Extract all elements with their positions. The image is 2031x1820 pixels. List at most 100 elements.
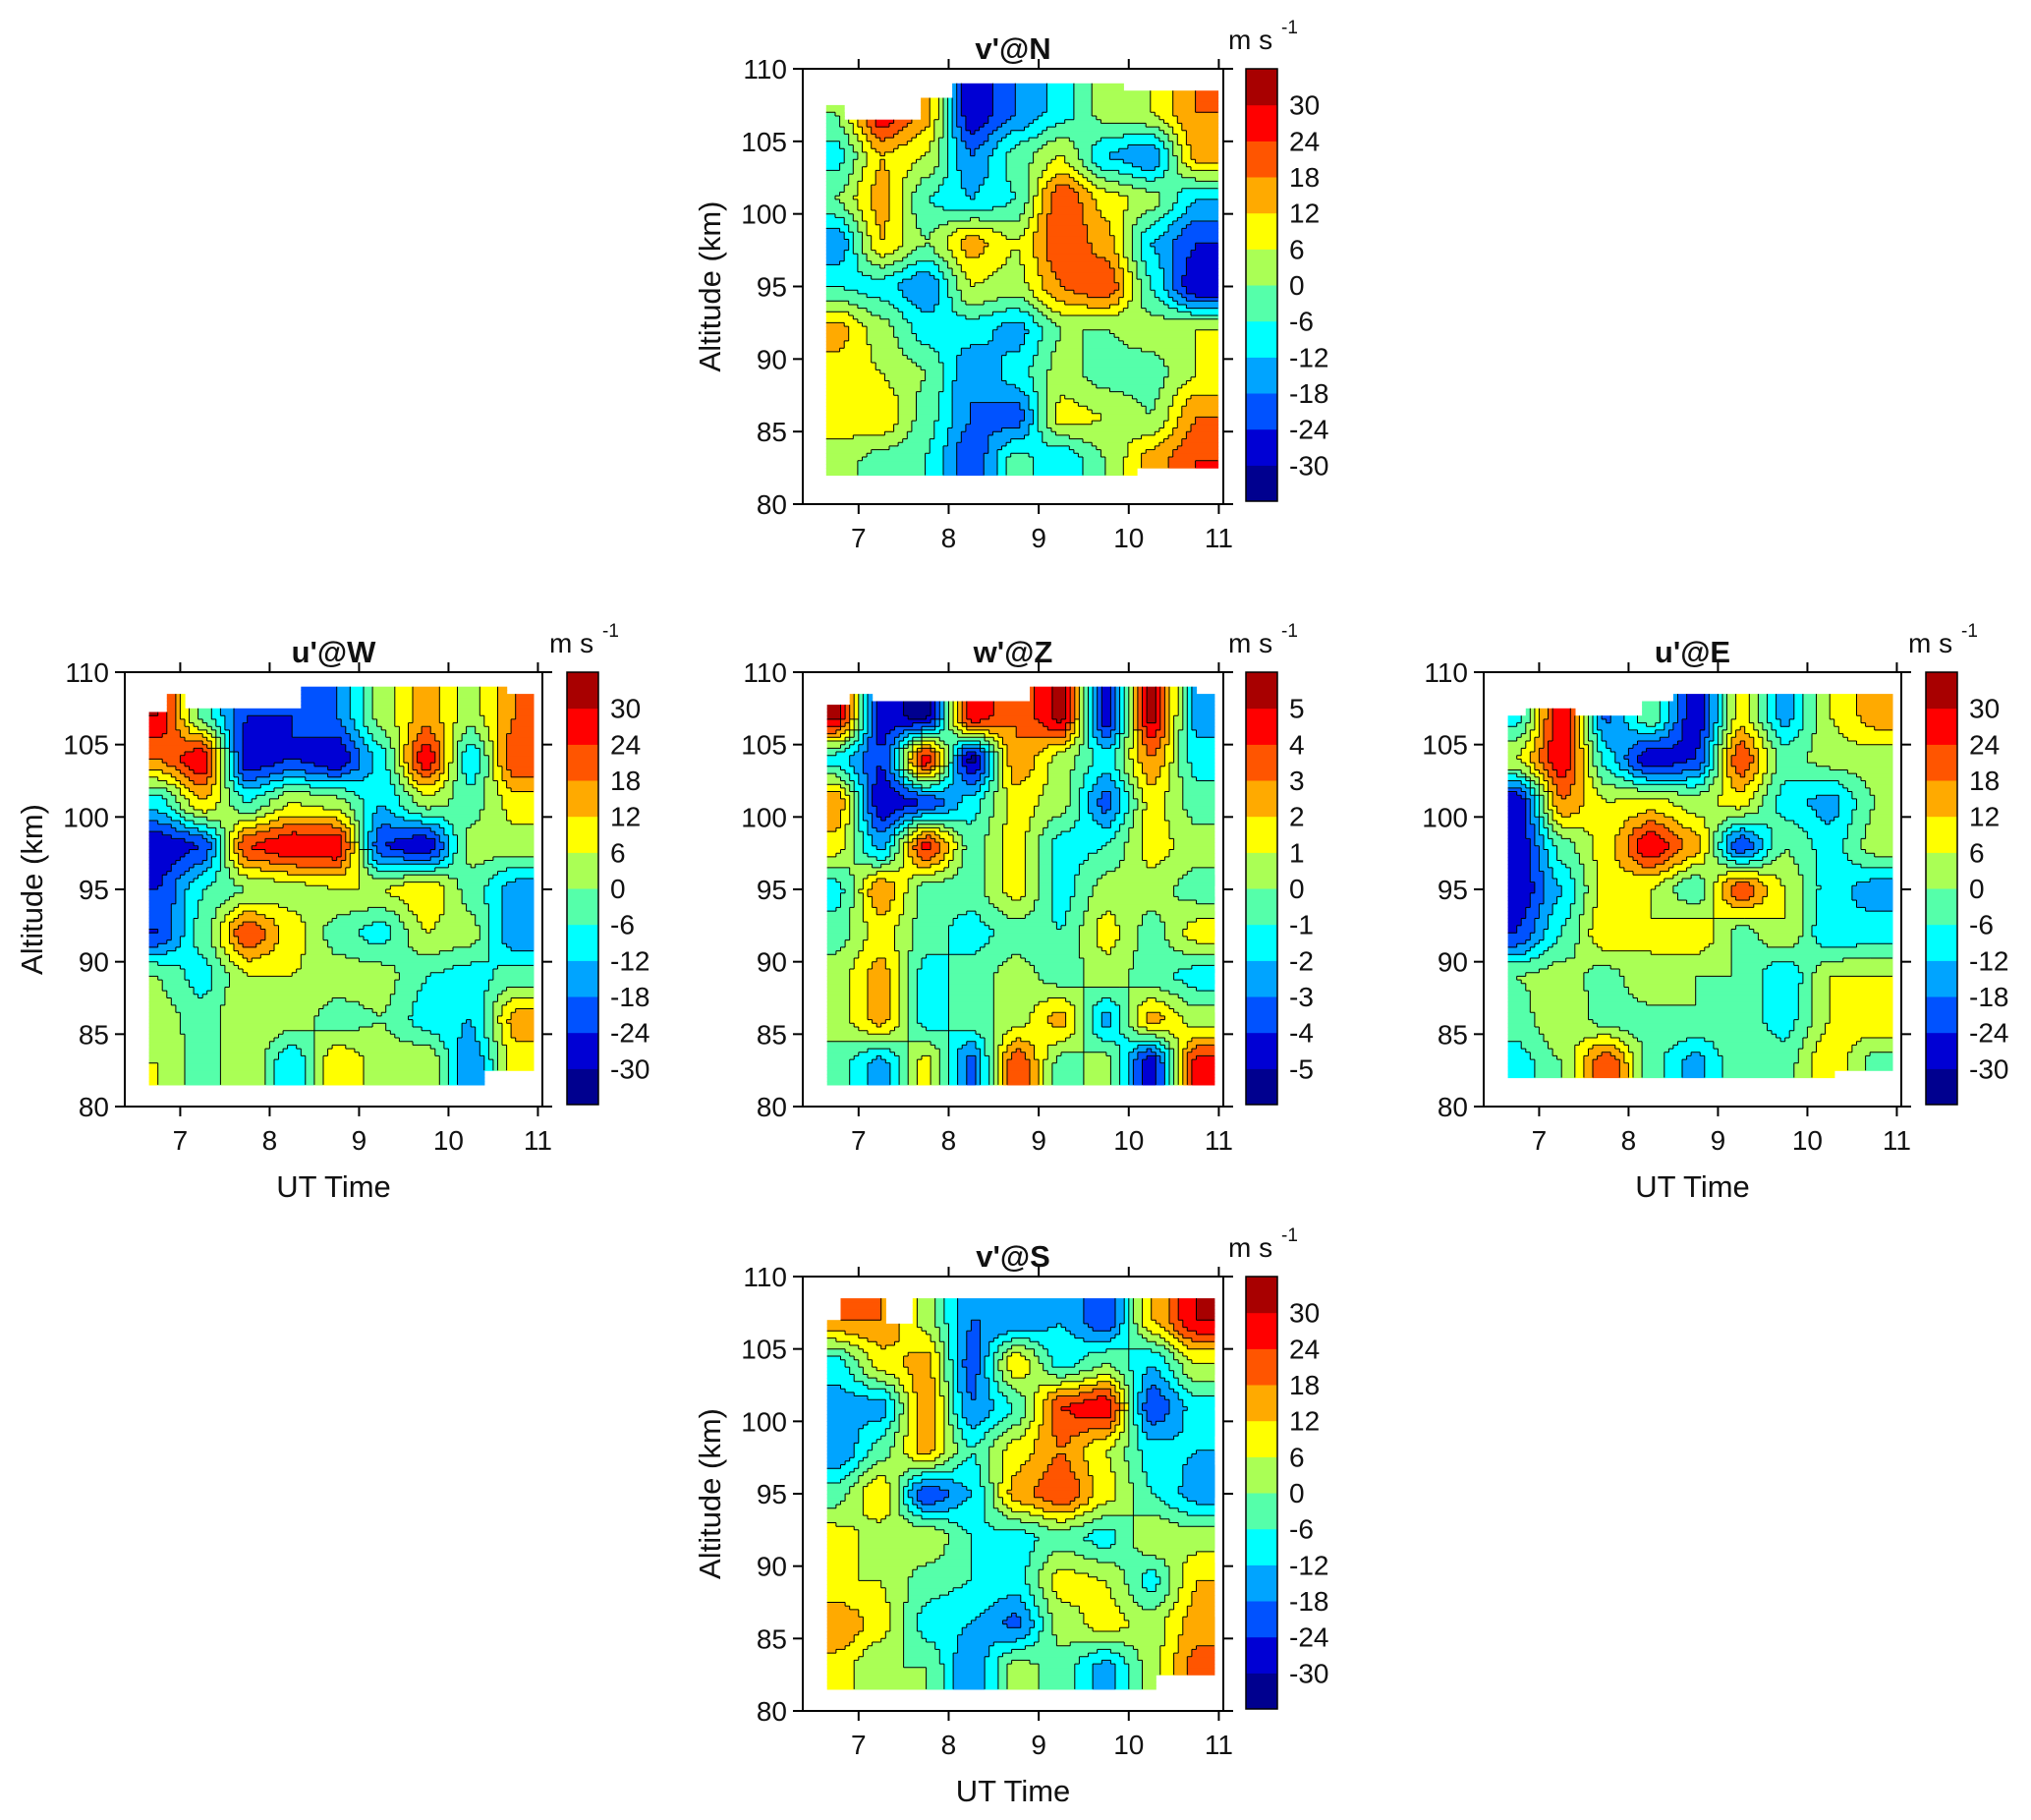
contour-cell [443,827,454,832]
contour-cell [985,867,1003,873]
contour-cell [497,997,512,1002]
contour-cell [336,708,351,713]
contour-cell [1083,1034,1099,1039]
contour-cell [872,903,891,908]
contour-cell [857,254,868,258]
contour-cell [175,896,186,901]
contour-cell [894,925,914,931]
contour-cell [364,686,373,691]
contour-cell [992,93,1016,99]
contour-cell [215,907,235,912]
contour-cell [1074,1004,1085,1010]
contour-cell [921,232,931,237]
contour-cell [345,867,361,873]
contour-cell [413,741,440,746]
contour-cell [1181,232,1219,237]
contour-cell [413,763,423,768]
contour-cell [385,1023,414,1028]
contour-cell [224,991,396,995]
contour-cell [1060,282,1120,288]
contour-cell [180,1015,221,1021]
contour-cell [367,838,378,843]
contour-cell [1033,363,1052,368]
contour-cell [497,871,535,876]
contour-cell [1169,1049,1175,1053]
contour-cell [948,1045,963,1050]
contour-cell [162,733,181,738]
contour-cell [243,755,351,760]
contour-cell [171,907,186,912]
contour-cell [488,882,508,886]
contour-cell [1156,1077,1166,1082]
contour-cell [457,755,463,760]
contour-cell [933,427,949,432]
colorbar-unit: m s [1228,25,1272,55]
contour-cell [854,856,877,862]
contour-cell [1191,166,1219,171]
contour-cell [238,842,257,847]
contour-cell [301,802,351,807]
contour-cell [327,773,342,778]
contour-cell [1119,1055,1130,1060]
contour-cell [1020,954,1080,959]
contour-cell [480,933,489,938]
contour-cell [171,834,203,840]
contour-cell [1046,217,1084,222]
colorbar-tick-label: -6 [610,910,635,940]
contour-cell [1029,370,1047,374]
contour-cell [148,879,163,883]
contour-cell [443,766,450,771]
contour-cell [1155,134,1169,139]
contour-cell [206,759,212,764]
contour-cell [502,939,535,944]
contour-cell [966,1055,977,1060]
contour-cell [1079,929,1099,934]
contour-cell [1033,355,1052,360]
contour-cell [1093,1023,1102,1028]
contour-cell [162,987,195,992]
contour-cell [224,784,235,789]
contour-cell [439,752,445,757]
contour-cell [858,1052,896,1057]
contour-cell [1158,297,1174,302]
contour-cell [943,376,958,382]
contour-cell [984,460,998,465]
contour-cell [907,297,939,302]
contour-cell [194,936,212,941]
contour-cell [849,1008,869,1013]
contour-cell [1033,464,1084,469]
contour-cell [879,264,885,269]
contour-cell [1033,250,1047,255]
contour-cell [1051,1077,1085,1082]
contour-cell [826,849,841,854]
contour-cell [439,776,449,782]
contour-cell [911,424,935,429]
contour-cell [907,254,939,258]
contour-cell [1078,402,1143,407]
contour-cell [215,842,221,847]
contour-cell [1172,239,1219,244]
contour-cell [313,1066,324,1071]
contour-cell [1101,875,1184,880]
contour-cell [894,856,905,862]
contour-cell [1142,845,1175,851]
contour-cell [403,755,414,760]
contour-cell [1169,1045,1179,1050]
contour-cell [825,116,841,121]
contour-cell [908,976,918,981]
contour-cell [825,217,845,222]
contour-cell [367,748,387,753]
contour-cell [341,842,351,847]
contour-cell [483,1062,494,1068]
contour-cell [1156,1070,1166,1075]
contour-cell [1110,1019,1121,1024]
contour-cell [480,694,499,699]
contour-cell [453,741,459,746]
contour-cell [854,958,877,963]
contour-cell [980,1070,990,1075]
contour-cell [497,791,535,796]
contour-cell [917,903,994,908]
contour-cell [480,705,499,710]
contour-cell [1155,402,1174,407]
